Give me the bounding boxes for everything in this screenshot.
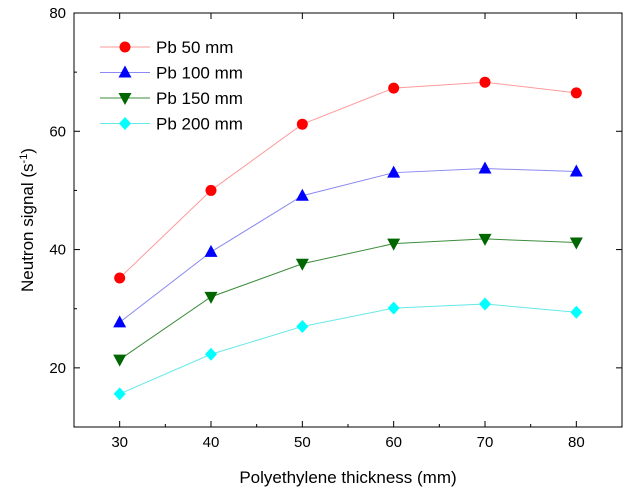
- legend-label: Pb 50 mm: [156, 38, 233, 57]
- series-1: [114, 76, 582, 284]
- series-line: [119, 303, 577, 395]
- data-point: [204, 291, 218, 304]
- x-axis-ticks: 30 40 50 60 70 80: [111, 13, 585, 451]
- legend: Pb 50 mm Pb 100 mm Pb 150 mm Pb 200 mm: [100, 38, 243, 134]
- series-2: [113, 161, 583, 328]
- data-point: [113, 354, 127, 367]
- data-point: [478, 161, 492, 174]
- legend-item: Pb 200 mm: [100, 115, 243, 134]
- data-point: [569, 237, 583, 250]
- legend-marker: [118, 65, 132, 78]
- series-3: [113, 233, 583, 367]
- x-tick-label: 50: [294, 434, 311, 451]
- data-point: [296, 118, 308, 130]
- series-layer: [113, 76, 583, 401]
- x-tick-label: 80: [568, 434, 585, 451]
- x-tick-label: 30: [111, 434, 128, 451]
- legend-label: Pb 100 mm: [156, 64, 243, 83]
- data-point: [387, 238, 401, 251]
- data-point: [569, 164, 583, 177]
- series-4: [113, 297, 583, 401]
- legend-item: Pb 100 mm: [100, 64, 243, 83]
- data-point: [478, 233, 492, 246]
- x-tick-label: 60: [385, 434, 402, 451]
- legend-marker: [118, 93, 132, 105]
- series-line: [119, 168, 577, 323]
- legend-label: Pb 200 mm: [156, 115, 243, 134]
- y-tick-label: 60: [49, 123, 66, 140]
- data-point: [570, 305, 583, 319]
- y-axis-title-sup: -1: [18, 154, 30, 164]
- y-axis-title-main: Neutron signal (s: [18, 163, 37, 292]
- x-tick-label: 70: [477, 434, 494, 451]
- series-line: [119, 238, 577, 360]
- data-point: [295, 258, 309, 271]
- y-tick-label: 80: [49, 5, 66, 22]
- data-point: [205, 347, 217, 361]
- data-point: [113, 387, 126, 401]
- data-point: [479, 76, 491, 88]
- y-tick-label: 40: [49, 242, 66, 259]
- legend-label: Pb 150 mm: [156, 89, 243, 108]
- data-point: [479, 297, 491, 311]
- y-tick-label: 20: [49, 360, 66, 377]
- legend-marker: [119, 117, 131, 130]
- legend-item: Pb 50 mm: [100, 38, 233, 57]
- y-axis-title-close: ): [18, 148, 37, 154]
- data-point: [388, 82, 400, 94]
- x-axis-title: Polyethylene thickness (mm): [239, 468, 456, 487]
- x-tick-label: 40: [203, 434, 220, 451]
- data-point: [387, 165, 401, 178]
- data-point: [114, 272, 126, 284]
- y-axis-title: Neutron signal (s-1): [18, 148, 37, 292]
- data-point: [205, 184, 217, 196]
- data-point: [296, 319, 309, 333]
- data-point: [570, 87, 582, 99]
- data-point: [295, 188, 309, 201]
- series-line: [119, 81, 577, 279]
- legend-item: Pb 150 mm: [100, 89, 243, 108]
- data-point: [204, 244, 218, 257]
- y-axis-ticks: 20 40 60 80: [49, 5, 622, 377]
- data-point: [387, 301, 400, 315]
- legend-marker: [119, 41, 131, 53]
- data-point: [113, 315, 127, 328]
